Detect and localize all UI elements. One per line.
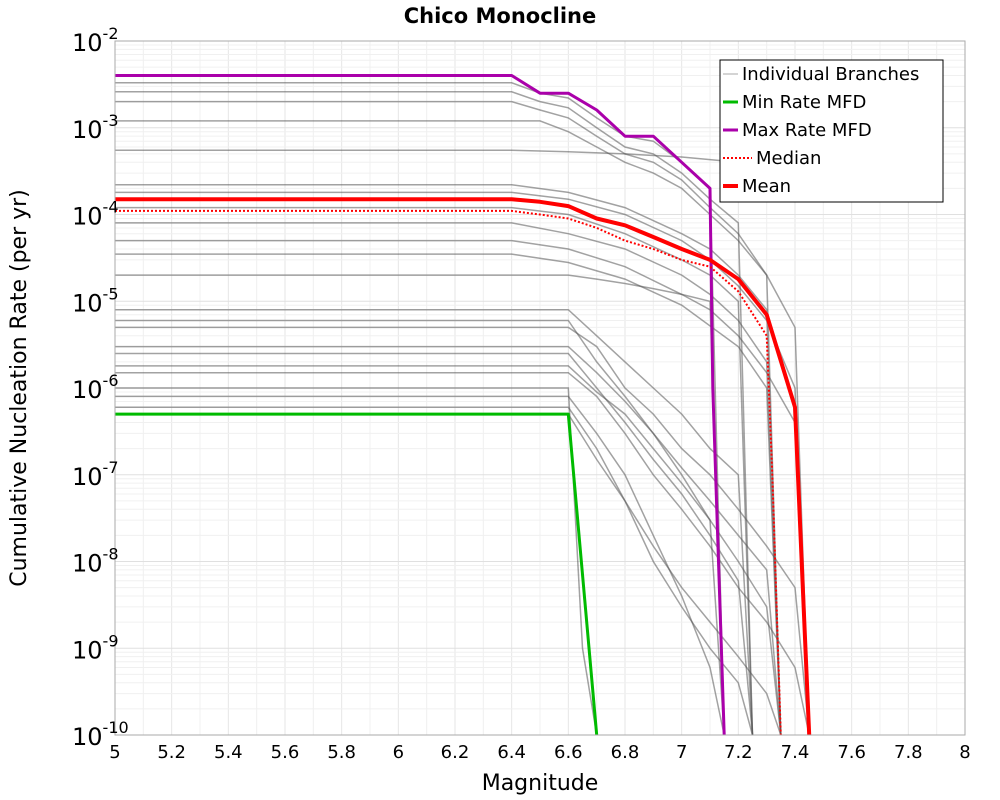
branch-line	[115, 82, 725, 736]
x-tick-label: 8	[959, 742, 970, 763]
min-rate-mfd-line	[115, 412, 599, 736]
x-tick-label: 5.2	[157, 742, 186, 763]
y-tick-label: 10-8	[72, 545, 119, 578]
branch-line	[115, 91, 754, 736]
plot-frame	[114, 40, 966, 736]
branch-line	[115, 319, 782, 736]
x-tick-label: 6.6	[554, 742, 583, 763]
median-line	[115, 209, 782, 736]
x-axis-ticks: 5 5.2 5.4 5.6 5.8 6 6.2 6.4 6.6 6.8 7 7.2 7.4 7.6 7.8 8	[109, 742, 970, 763]
legend-entry-individual-branches: Individual Branches	[723, 64, 919, 85]
branch-line	[115, 222, 782, 736]
branch-line	[115, 100, 782, 736]
y-tick-label: 10-7	[72, 458, 119, 491]
branch-line	[115, 206, 754, 736]
x-tick-label: 6	[393, 742, 404, 763]
y-tick-label: 10-10	[72, 718, 129, 751]
legend-box	[719, 59, 944, 203]
x-tick-label: 6.8	[611, 742, 640, 763]
x-tick-label: 7.4	[781, 742, 810, 763]
legend-label-max-rate-mfd: Max Rate MFD	[742, 120, 872, 141]
x-tick-label: 7	[676, 742, 687, 763]
branch-line	[115, 406, 754, 736]
legend-label-individual-branches: Individual Branches	[742, 64, 919, 85]
y-tick-label: 10-4	[72, 198, 119, 231]
x-tick-label: 5.6	[271, 742, 300, 763]
y-tick-label: 10-9	[72, 631, 119, 664]
x-axis-label: Magnitude	[482, 771, 599, 796]
y-tick-label: 10-6	[72, 371, 119, 404]
legend-entry-min-rate-mfd: Min Rate MFD	[723, 92, 866, 113]
branch-line	[115, 365, 782, 736]
legend-entry-max-rate-mfd: Max Rate MFD	[723, 120, 872, 141]
x-tick-label: 7.2	[724, 742, 753, 763]
branch-line	[115, 308, 754, 736]
x-tick-label: 5	[109, 742, 120, 763]
chart-title: Chico Monocline	[404, 4, 597, 28]
y-axis-ticks: 10-2 10-3 10-4 10-5 10-6 10-7 10-8 10-9 10-10	[72, 24, 129, 751]
legend-label-min-rate-mfd: Min Rate MFD	[742, 92, 866, 113]
mean-line	[115, 197, 812, 736]
branch-line	[115, 387, 598, 736]
branch-line	[115, 274, 725, 736]
x-tick-label: 6.4	[497, 742, 526, 763]
legend-label-mean: Mean	[742, 176, 791, 197]
branch-line	[115, 345, 725, 736]
x-tick-label: 6.2	[441, 742, 470, 763]
branch-line	[115, 253, 782, 736]
branch-line	[115, 120, 810, 736]
legend: Individual Branches Min Rate MFD Max Rat…	[719, 59, 944, 203]
x-tick-label: 5.4	[214, 742, 243, 763]
plot-area	[115, 74, 812, 736]
branch-line	[115, 239, 810, 736]
branch-line	[115, 413, 782, 736]
branch-line	[115, 352, 754, 736]
branch-line	[115, 371, 810, 736]
legend-entry-mean: Mean	[723, 176, 791, 197]
branch-line	[115, 395, 725, 736]
y-tick-label: 10-2	[72, 24, 119, 57]
x-tick-label: 7.8	[894, 742, 923, 763]
branch-line	[115, 326, 810, 736]
x-tick-label: 7.6	[837, 742, 866, 763]
x-tick-label: 5.8	[327, 742, 356, 763]
y-tick-label: 10-3	[72, 111, 119, 144]
legend-entry-median: Median	[723, 148, 821, 169]
legend-label-median: Median	[756, 148, 821, 169]
max-rate-mfd-line	[115, 74, 726, 736]
branch-line	[115, 184, 782, 736]
y-axis-label: Cumulative Nucleation Rate (per yr)	[7, 189, 32, 587]
y-tick-label: 10-5	[72, 284, 119, 317]
